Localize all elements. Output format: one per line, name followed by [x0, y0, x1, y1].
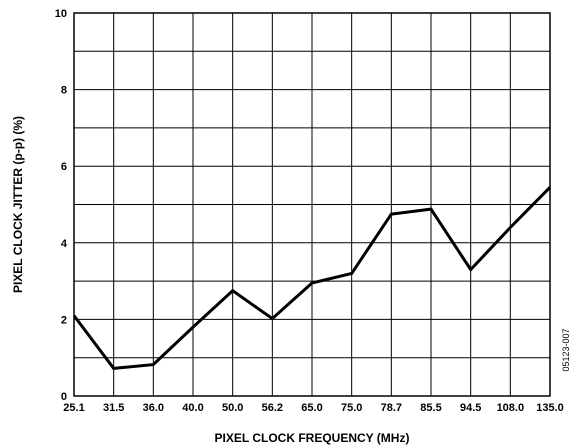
- figure-id: 05123-007: [561, 328, 571, 371]
- y-tick-labels: 0 2 4 6 8 10: [55, 8, 68, 403]
- x-tick-label: 65.0: [301, 402, 322, 414]
- x-tick-label: 40.0: [182, 402, 203, 414]
- x-tick-label: 78.7: [381, 402, 402, 414]
- x-tick-label: 75.0: [341, 402, 362, 414]
- x-tick-label: 56.2: [262, 402, 283, 414]
- x-axis-title: PIXEL CLOCK FREQUENCY (MHz): [215, 431, 410, 445]
- y-tick-label: 6: [61, 161, 67, 173]
- y-tick-label: 8: [61, 85, 67, 97]
- y-tick-label: 4: [61, 238, 68, 250]
- grid: [74, 13, 550, 396]
- x-tick-label: 135.0: [536, 402, 564, 414]
- y-tick-label: 2: [61, 314, 67, 326]
- x-tick-label: 36.0: [143, 402, 164, 414]
- x-tick-label: 94.5: [460, 402, 481, 414]
- x-tick-label: 25.1: [63, 402, 84, 414]
- y-tick-label: 10: [55, 8, 67, 20]
- y-axis-title: PIXEL CLOCK JITTER (p-p) (%): [11, 116, 25, 293]
- x-tick-label: 85.5: [420, 402, 441, 414]
- x-tick-label: 50.0: [222, 402, 243, 414]
- plot-frame: [73, 12, 551, 397]
- x-tick-labels: 25.1 31.5 36.0 40.0 50.0 56.2 65.0 75.0 78.7 85.5…: [63, 402, 563, 414]
- series-line: [72, 186, 552, 370]
- x-tick-label: 31.5: [103, 402, 124, 414]
- y-tick-label: 0: [61, 391, 67, 403]
- x-tick-label: 108.0: [497, 402, 525, 414]
